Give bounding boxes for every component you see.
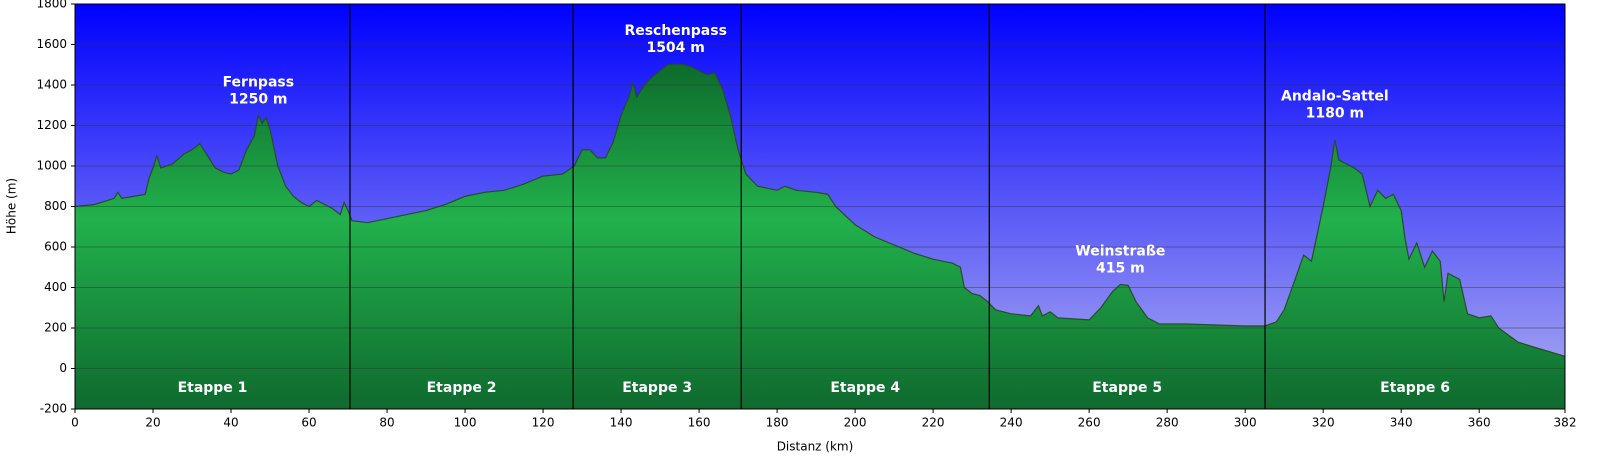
x-tick-label: 0: [71, 416, 79, 430]
peak-height: 1250 m: [229, 91, 287, 107]
y-axis-title: Höhe (m): [5, 178, 19, 234]
peak-name: Andalo-Sattel: [1281, 89, 1389, 105]
y-tick-label: -200: [40, 402, 67, 416]
stage-label: Etappe 2: [427, 380, 497, 396]
x-tick-label: 60: [301, 416, 316, 430]
x-tick-label: 340: [1390, 416, 1413, 430]
x-tick-label: 240: [1000, 416, 1023, 430]
plot-frame: [74, 3, 1566, 410]
x-tick-label: 140: [610, 416, 633, 430]
x-tick-label: 382: [1554, 416, 1577, 430]
x-tick-label: 80: [379, 416, 394, 430]
x-tick-label: 20: [145, 416, 160, 430]
y-tick-label: 600: [44, 240, 67, 254]
elevation-line: [74, 63, 1566, 357]
x-tick-label: 320: [1312, 416, 1335, 430]
x-tick-label: 120: [532, 416, 555, 430]
y-tick-label: 800: [44, 199, 67, 213]
x-tick-label: 300: [1234, 416, 1257, 430]
peak-name: Reschenpass: [624, 23, 726, 39]
peak-height: 1180 m: [1306, 106, 1364, 122]
stage-label: Etappe 1: [178, 380, 248, 396]
y-tick-label: 1400: [36, 78, 67, 92]
y-tick-label: 0: [59, 361, 67, 375]
stage-label: Etappe 3: [622, 380, 692, 396]
x-tick-label: 160: [688, 416, 711, 430]
peak-name: Weinstraße: [1075, 243, 1165, 259]
x-tick-label: 100: [454, 416, 477, 430]
stage-label: Etappe 6: [1380, 380, 1450, 396]
y-tick-label: 1600: [36, 37, 67, 51]
x-tick-label: 220: [922, 416, 945, 430]
y-tick-label: 200: [44, 321, 67, 335]
peak-height: 415 m: [1096, 260, 1145, 276]
x-tick-label: 180: [766, 416, 789, 430]
y-tick-label: 400: [44, 280, 67, 294]
x-tick-label: 200: [844, 416, 867, 430]
x-tick-label: 260: [1078, 416, 1101, 430]
y-tick-label: 1800: [36, 0, 67, 11]
peak-height: 1504 m: [646, 40, 704, 56]
x-tick-label: 360: [1468, 416, 1491, 430]
elevation-area: [75, 63, 1565, 409]
y-tick-label: 1000: [36, 159, 67, 173]
x-tick-label: 280: [1156, 416, 1179, 430]
x-axis-title: Distanz (km): [777, 440, 854, 454]
x-tick-label: 40: [223, 416, 238, 430]
stage-label: Etappe 4: [830, 380, 900, 396]
y-tick-label: 1200: [36, 118, 67, 132]
stage-label: Etappe 5: [1092, 380, 1162, 396]
peak-name: Fernpass: [223, 74, 295, 90]
